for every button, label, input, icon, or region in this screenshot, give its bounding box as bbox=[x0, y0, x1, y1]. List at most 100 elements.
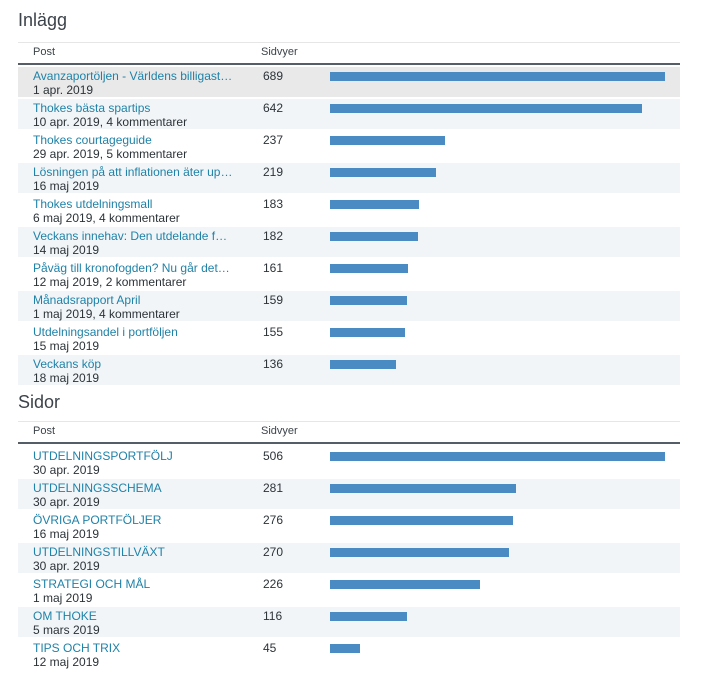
row-title-link[interactable]: Veckans innehav: Den utdelande fo… bbox=[33, 229, 233, 243]
views-bar-track bbox=[330, 360, 665, 369]
row-views-count: 281 bbox=[263, 481, 284, 495]
views-bar bbox=[330, 548, 509, 557]
views-bar-track bbox=[330, 104, 665, 113]
row-views-count: 45 bbox=[263, 641, 277, 655]
row-views-count: 155 bbox=[263, 325, 284, 339]
row-title-link[interactable]: UTDELNINGSTILLVÄXT bbox=[33, 545, 165, 559]
views-bar bbox=[330, 296, 407, 305]
row-meta: 6 maj 2019, 4 kommentarer bbox=[33, 211, 180, 225]
table-row[interactable]: Månadsrapport April 1 maj 2019, 4 komment… bbox=[18, 291, 680, 321]
table-row[interactable]: Påväg till kronofogden? Nu går det … 12 m… bbox=[18, 259, 680, 289]
pages-table-header: Post Sidvyer bbox=[18, 421, 680, 444]
row-title-link[interactable]: Månadsrapport April bbox=[33, 293, 141, 307]
views-bar-track bbox=[330, 452, 665, 461]
row-meta: 5 mars 2019 bbox=[33, 623, 100, 637]
row-meta: 15 maj 2019 bbox=[33, 339, 100, 353]
row-views-count: 226 bbox=[263, 577, 284, 591]
row-meta: 1 apr. 2019 bbox=[33, 83, 94, 97]
table-row[interactable]: Avanzaportöljen - Världens billigast… 1 a… bbox=[18, 67, 680, 97]
table-row[interactable]: UTDELNINGSTILLVÄXT 30 apr. 2019 270 bbox=[18, 543, 680, 573]
views-bar-track bbox=[330, 136, 665, 145]
row-views-count: 182 bbox=[263, 229, 284, 243]
pages-heading: Sidor bbox=[18, 392, 61, 412]
row-views-count: 270 bbox=[263, 545, 284, 559]
views-bar-track bbox=[330, 264, 665, 273]
table-row[interactable]: UTDELNINGSPORTFÖLJ 30 apr. 2019 506 bbox=[18, 447, 680, 477]
pages-table-body: UTDELNINGSPORTFÖLJ 30 apr. 2019 506 UTDELNI… bbox=[18, 444, 680, 669]
row-title-link[interactable]: ÖVRIGA PORTFÖLJER bbox=[33, 513, 162, 527]
posts-table-header: Post Sidvyer bbox=[18, 42, 680, 65]
row-meta: 10 apr. 2019, 4 kommentarer bbox=[33, 115, 188, 129]
table-row[interactable]: Thokes bästa spartips 10 apr. 2019, 4 kom… bbox=[18, 99, 680, 129]
row-title-link[interactable]: TIPS OCH TRIX bbox=[33, 641, 121, 655]
table-row[interactable]: Utdelningsandel i portföljen 15 maj 2019 1… bbox=[18, 323, 680, 353]
views-bar bbox=[330, 484, 516, 493]
table-row[interactable]: Lösningen på att inflationen äter up… 16 … bbox=[18, 163, 680, 193]
row-title-link[interactable]: Thokes utdelningsmall bbox=[33, 197, 153, 211]
views-bar-track bbox=[330, 168, 665, 177]
row-title-link[interactable]: OM THOKE bbox=[33, 609, 97, 623]
views-bar bbox=[330, 136, 445, 145]
posts-table-body: Avanzaportöljen - Världens billigast… 1 a… bbox=[18, 65, 680, 385]
row-views-count: 219 bbox=[263, 165, 284, 179]
views-bar-track bbox=[330, 580, 665, 589]
table-row[interactable]: Thokes courtageguide 29 apr. 2019, 5 komm… bbox=[18, 131, 680, 161]
row-title-link[interactable]: Utdelningsandel i portföljen bbox=[33, 325, 178, 339]
row-meta: 30 apr. 2019 bbox=[33, 559, 100, 573]
views-bar bbox=[330, 360, 396, 369]
views-bar-track bbox=[330, 548, 665, 557]
row-views-count: 136 bbox=[263, 357, 284, 371]
row-meta: 16 maj 2019 bbox=[33, 527, 100, 541]
row-views-count: 116 bbox=[263, 609, 283, 623]
views-bar-track bbox=[330, 612, 665, 621]
row-title-link[interactable]: Avanzaportöljen - Världens billigast… bbox=[33, 69, 233, 83]
row-title-link[interactable]: Veckans köp bbox=[33, 357, 102, 371]
posts-table: Post Sidvyer Avanzaportöljen - Världens … bbox=[18, 42, 680, 387]
row-title-link[interactable]: Lösningen på att inflationen äter up… bbox=[33, 165, 233, 179]
views-bar-track bbox=[330, 484, 665, 493]
table-row[interactable]: Veckans innehav: Den utdelande fo… 14 maj… bbox=[18, 227, 680, 257]
pages-col-views-header: Sidvyer bbox=[261, 425, 298, 437]
views-bar bbox=[330, 612, 407, 621]
posts-heading: Inlägg bbox=[18, 10, 68, 30]
table-row[interactable]: OM THOKE 5 mars 2019 116 bbox=[18, 607, 680, 637]
pages-col-post-header: Post bbox=[33, 425, 56, 437]
views-bar-track bbox=[330, 200, 665, 209]
table-row[interactable]: TIPS OCH TRIX 12 maj 2019 45 bbox=[18, 639, 680, 669]
views-bar bbox=[330, 264, 408, 273]
row-views-count: 276 bbox=[263, 513, 284, 527]
views-bar bbox=[330, 232, 418, 241]
views-bar-track bbox=[330, 72, 665, 81]
row-title-link[interactable]: Thokes courtageguide bbox=[33, 133, 152, 147]
views-bar-track bbox=[330, 232, 665, 241]
row-title-link[interactable]: STRATEGI OCH MÅL bbox=[33, 577, 151, 591]
row-meta: 16 maj 2019 bbox=[33, 179, 100, 193]
row-meta: 1 maj 2019 bbox=[33, 591, 93, 605]
pages-table: Post Sidvyer UTDELNINGSPORTFÖLJ 30 apr. 2… bbox=[18, 421, 680, 671]
table-row[interactable]: ÖVRIGA PORTFÖLJER 16 maj 2019 276 bbox=[18, 511, 680, 541]
views-bar bbox=[330, 516, 513, 525]
row-title-link[interactable]: Thokes bästa spartips bbox=[33, 101, 151, 115]
row-meta: 29 apr. 2019, 5 kommentarer bbox=[33, 147, 188, 161]
posts-col-views-header: Sidvyer bbox=[261, 46, 298, 58]
views-bar bbox=[330, 328, 405, 337]
row-views-count: 237 bbox=[263, 133, 284, 147]
table-row[interactable]: Thokes utdelningsmall 6 maj 2019, 4 komme… bbox=[18, 195, 680, 225]
views-bar bbox=[330, 72, 665, 81]
row-meta: 1 maj 2019, 4 kommentarer bbox=[33, 307, 180, 321]
views-bar bbox=[330, 644, 360, 653]
row-title-link[interactable]: UTDELNINGSPORTFÖLJ bbox=[33, 449, 173, 463]
views-bar bbox=[330, 580, 480, 589]
table-row[interactable]: Veckans köp 18 maj 2019 136 bbox=[18, 355, 680, 385]
row-title-link[interactable]: UTDELNINGSSCHEMA bbox=[33, 481, 162, 495]
row-meta: 30 apr. 2019 bbox=[33, 463, 100, 477]
views-bar bbox=[330, 200, 419, 209]
row-title-link[interactable]: Påväg till kronofogden? Nu går det … bbox=[33, 261, 233, 275]
views-bar bbox=[330, 104, 642, 113]
views-bar bbox=[330, 168, 436, 177]
table-row[interactable]: STRATEGI OCH MÅL 1 maj 2019 226 bbox=[18, 575, 680, 605]
table-row[interactable]: UTDELNINGSSCHEMA 30 apr. 2019 281 bbox=[18, 479, 680, 509]
row-meta: 14 maj 2019 bbox=[33, 243, 100, 257]
views-bar-track bbox=[330, 296, 665, 305]
row-views-count: 183 bbox=[263, 197, 284, 211]
